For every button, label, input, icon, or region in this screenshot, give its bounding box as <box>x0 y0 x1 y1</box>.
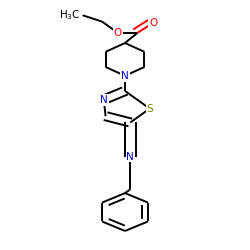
Text: O: O <box>149 18 158 28</box>
Text: N: N <box>100 95 108 105</box>
Text: H$_3$C: H$_3$C <box>60 8 81 22</box>
Text: N: N <box>126 152 134 162</box>
Text: N: N <box>121 71 129 81</box>
Text: S: S <box>146 104 153 114</box>
Text: O: O <box>114 28 122 38</box>
